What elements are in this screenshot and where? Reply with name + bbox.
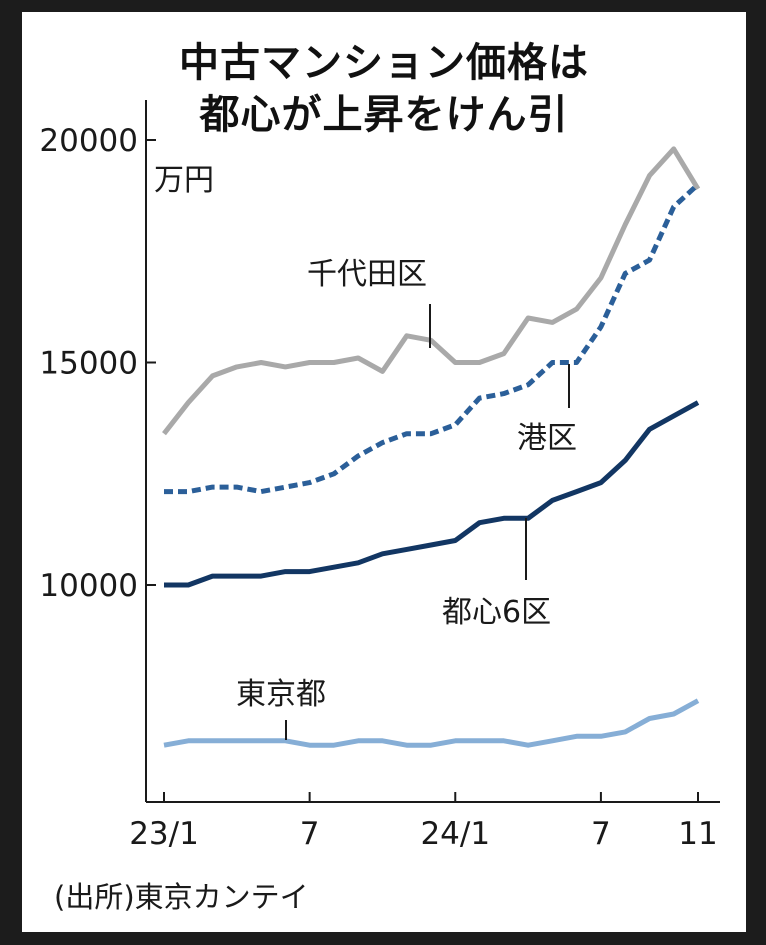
series-label: 港区	[517, 421, 577, 456]
x-tick-label: 7	[591, 816, 611, 852]
series-label: 都心6区	[442, 595, 551, 630]
chart-title-line2: 都心が上昇をけん引	[199, 92, 569, 138]
line-chart: 10000 15000 20000 万円 23/1 7 24/1 7 11 千代田区港区都心6区東…	[39, 100, 720, 852]
y-tick-label: 15000	[39, 346, 138, 382]
chart-card: 中古マンション価格は 都心が上昇をけん引 10000 15000 20000 万円 23…	[22, 12, 746, 932]
x-tick-label: 7	[300, 816, 320, 852]
y-tick-label: 20000	[39, 123, 138, 159]
series-label: 千代田区	[307, 257, 427, 292]
chart-title-line1: 中古マンション価格は	[179, 40, 589, 86]
x-tick-label: 23/1	[129, 816, 199, 852]
y-tick-label: 10000	[39, 568, 138, 604]
series-line-2	[164, 400, 700, 588]
x-tick-label: 11	[678, 816, 717, 852]
source-note: (出所)東京カンテイ	[54, 880, 309, 914]
y-axis-unit-label: 万円	[154, 163, 214, 198]
series-label: 東京都	[236, 677, 326, 712]
x-tick-label: 24/1	[420, 816, 490, 852]
